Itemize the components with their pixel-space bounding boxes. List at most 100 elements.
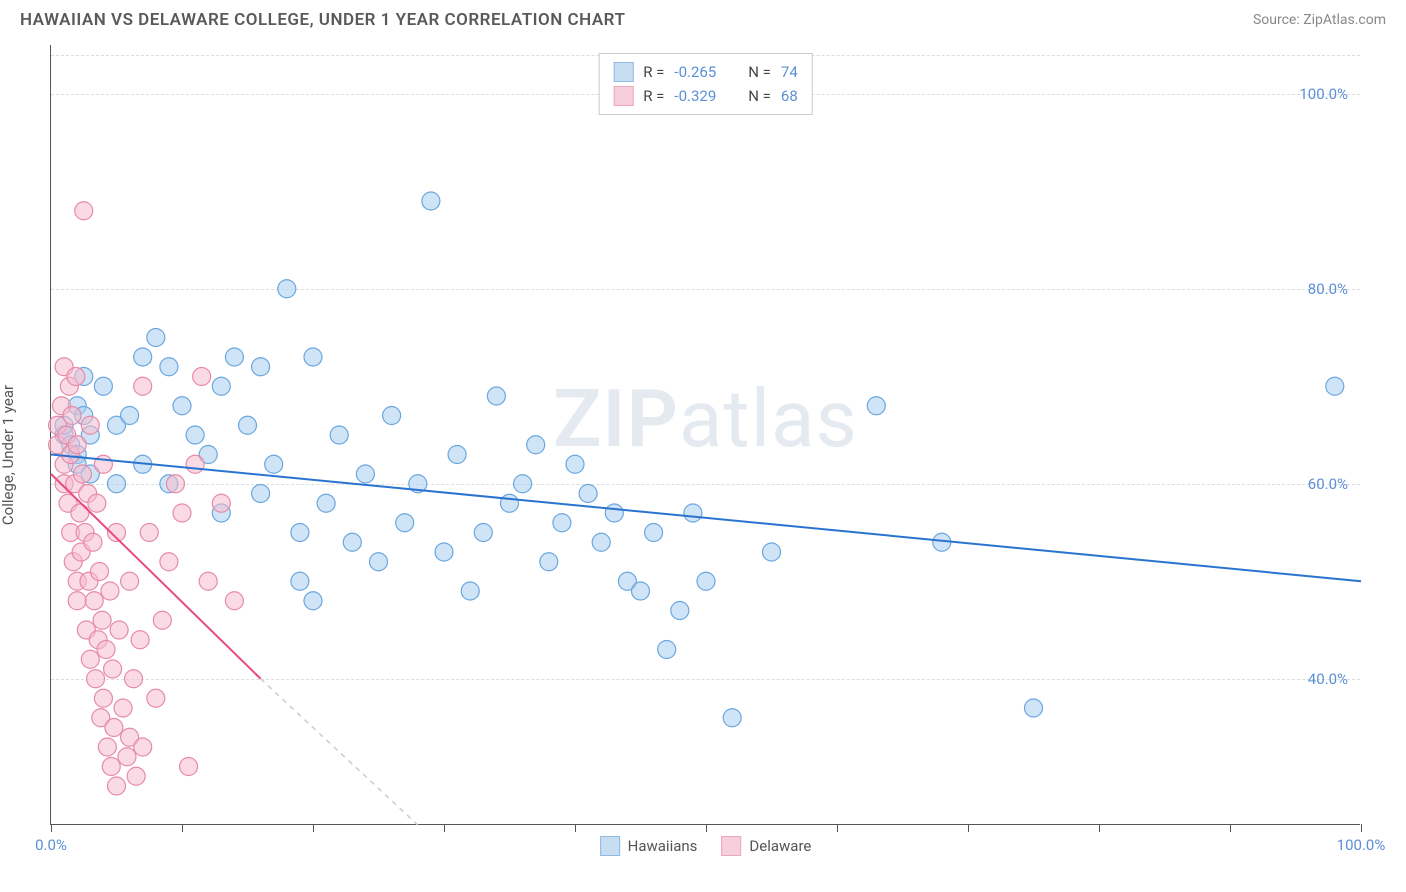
data-point: [180, 758, 198, 776]
legend-item: Hawaiians: [600, 836, 698, 856]
data-point: [514, 475, 532, 493]
data-point: [108, 777, 126, 795]
stats-legend-row: R = -0.329N = 68: [613, 84, 798, 108]
data-point: [85, 592, 103, 610]
data-point: [134, 738, 152, 756]
data-point: [102, 758, 120, 776]
data-point: [383, 407, 401, 425]
data-point: [131, 631, 149, 649]
chart-area: ZIPatlas R = -0.265N = 74R = -0.329N = 6…: [50, 45, 1360, 825]
data-point: [540, 553, 558, 571]
x-tick: [837, 824, 838, 832]
data-point: [93, 611, 111, 629]
data-point: [153, 611, 171, 629]
data-point: [487, 387, 505, 405]
data-point: [317, 494, 335, 512]
legend-swatch: [613, 86, 633, 106]
data-point: [723, 709, 741, 727]
data-point: [304, 348, 322, 366]
x-tick: [444, 824, 445, 832]
data-point: [193, 368, 211, 386]
data-point: [68, 436, 86, 454]
n-value: 74: [781, 63, 798, 81]
data-point: [114, 699, 132, 717]
data-point: [763, 543, 781, 561]
x-tick: [968, 824, 969, 832]
data-point: [212, 377, 230, 395]
data-point: [199, 572, 217, 590]
data-point: [104, 660, 122, 678]
legend-swatch: [613, 62, 633, 82]
data-point: [579, 485, 597, 503]
data-point: [697, 572, 715, 590]
r-label: R =: [643, 63, 664, 81]
data-point: [592, 533, 610, 551]
legend-item: Delaware: [721, 836, 811, 856]
data-point: [121, 572, 139, 590]
data-point: [173, 397, 191, 415]
y-tick-label: 80.0%: [1308, 280, 1348, 298]
data-point: [527, 436, 545, 454]
data-point: [553, 514, 571, 532]
data-point: [94, 377, 112, 395]
data-point: [88, 494, 106, 512]
x-tick: [706, 824, 707, 832]
x-tick: [1099, 824, 1100, 832]
data-point: [140, 524, 158, 542]
stats-legend: R = -0.265 N = 74 R = -0.329N = 68: [598, 53, 813, 115]
data-point: [304, 592, 322, 610]
data-point: [97, 641, 115, 659]
data-point: [101, 582, 119, 600]
data-point: [291, 524, 309, 542]
x-tick-label: 0.0%: [35, 836, 67, 854]
trend-line-extrapolated: [261, 679, 418, 825]
n-label: N =: [748, 63, 771, 81]
data-point: [75, 202, 93, 220]
y-axis-label: College, Under 1 year: [0, 385, 17, 525]
data-point: [671, 602, 689, 620]
data-point: [173, 504, 191, 522]
data-point: [239, 416, 257, 434]
data-point: [127, 767, 145, 785]
data-point: [110, 621, 128, 639]
data-point: [160, 553, 178, 571]
data-point: [73, 465, 91, 483]
y-tick-label: 100.0%: [1299, 85, 1348, 103]
data-point: [225, 348, 243, 366]
data-point: [461, 582, 479, 600]
data-point: [474, 524, 492, 542]
r-label: R =: [643, 87, 664, 105]
data-point: [134, 348, 152, 366]
data-point: [68, 592, 86, 610]
data-point: [291, 572, 309, 590]
data-point: [105, 719, 123, 737]
x-tick: [1361, 824, 1362, 832]
y-tick-label: 60.0%: [1308, 475, 1348, 493]
x-tick: [313, 824, 314, 832]
x-tick: [182, 824, 183, 832]
data-point: [684, 504, 702, 522]
data-point: [108, 475, 126, 493]
data-point: [645, 524, 663, 542]
r-value: -0.265: [674, 63, 716, 81]
data-point: [278, 280, 296, 298]
data-point: [94, 455, 112, 473]
data-point: [121, 407, 139, 425]
data-point: [118, 748, 136, 766]
data-point: [252, 485, 270, 503]
data-point: [396, 514, 414, 532]
stats-legend-row: R = -0.265 N = 74: [613, 60, 798, 84]
x-tick-label: 100.0%: [1337, 836, 1386, 854]
data-point: [81, 416, 99, 434]
legend-swatch: [600, 836, 620, 856]
data-point: [63, 407, 81, 425]
data-point: [147, 329, 165, 347]
data-point: [566, 455, 584, 473]
series-legend: Hawaiians Delaware: [600, 836, 812, 856]
data-point: [71, 504, 89, 522]
data-point: [166, 475, 184, 493]
r-value: -0.329: [674, 87, 716, 105]
data-point: [186, 455, 204, 473]
data-point: [501, 494, 519, 512]
trend-line: [51, 455, 1361, 582]
